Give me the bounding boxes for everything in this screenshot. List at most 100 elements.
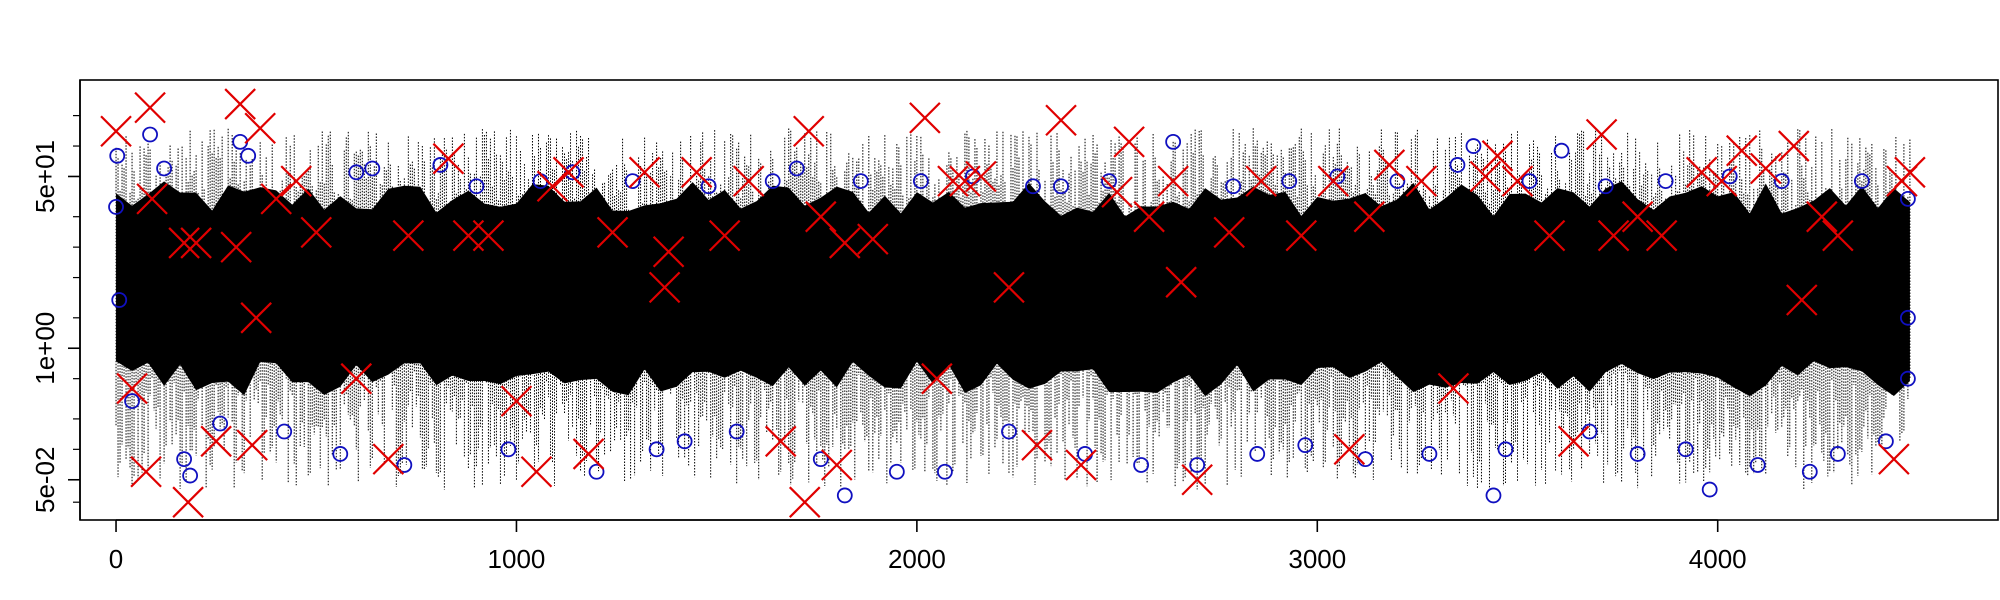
cross-point <box>1557 425 1590 458</box>
cross-point <box>1705 165 1738 197</box>
cross-point <box>1469 160 1502 193</box>
cross-point <box>829 227 861 259</box>
cross-stroke <box>1101 176 1133 208</box>
cross-point <box>1373 149 1406 181</box>
cross-stroke <box>1373 149 1406 181</box>
cross-stroke <box>1894 156 1926 189</box>
circle-point <box>1249 446 1266 462</box>
cross-point <box>1786 284 1818 316</box>
circle-point <box>500 441 517 458</box>
cross-point <box>1481 140 1514 172</box>
cross-point <box>596 216 629 249</box>
circle-point <box>1597 178 1614 195</box>
cross-point <box>180 227 212 259</box>
cross-point <box>1621 200 1654 233</box>
cross-stroke <box>821 449 853 481</box>
cross-stroke <box>1645 219 1678 252</box>
cross-stroke <box>220 231 252 263</box>
cross-stroke <box>792 115 825 148</box>
cross-point <box>1333 433 1366 466</box>
cross-point <box>1157 165 1189 197</box>
series-spikes <box>115 128 1911 490</box>
y-tick-label: 1e+00 <box>30 312 60 385</box>
cross-stroke <box>1705 165 1738 197</box>
cross-point <box>1749 152 1782 185</box>
cross-stroke <box>965 160 997 193</box>
cross-point <box>172 486 204 518</box>
circle-point <box>624 173 641 189</box>
circle-point <box>1101 173 1117 189</box>
cross-point <box>372 443 405 475</box>
x-tick-label: 1000 <box>488 544 546 574</box>
cross-stroke <box>1317 165 1350 197</box>
cross-point <box>200 425 232 458</box>
cross-stroke <box>300 216 333 249</box>
cross-stroke <box>596 216 629 249</box>
cross-stroke <box>536 170 569 203</box>
cross-stroke <box>1213 216 1245 249</box>
cross-stroke <box>1165 266 1197 298</box>
circle-point <box>1721 168 1738 185</box>
cross-point <box>1501 165 1534 197</box>
circle-point <box>1189 457 1206 473</box>
circle-point <box>1829 446 1846 462</box>
cross-stroke <box>1501 165 1534 197</box>
cross-point <box>993 271 1025 304</box>
cross-stroke <box>628 156 661 189</box>
cross-stroke <box>921 362 953 395</box>
cross-point <box>1317 165 1350 197</box>
cross-point <box>708 219 741 252</box>
cross-stroke <box>1181 463 1213 496</box>
cross-stroke <box>260 183 292 215</box>
circle-point <box>1449 157 1466 173</box>
cross-stroke <box>993 271 1025 304</box>
circle-point <box>1701 481 1718 498</box>
circle-point <box>212 415 229 432</box>
cross-point <box>1685 156 1718 189</box>
cross-point <box>1181 463 1213 496</box>
circle-point <box>1497 441 1514 458</box>
circle-point <box>1281 173 1298 189</box>
cross-point <box>628 156 661 189</box>
cross-stroke <box>572 438 605 470</box>
cross-stroke <box>1405 165 1438 197</box>
cross-point <box>857 223 889 255</box>
cross-point <box>1165 266 1197 298</box>
cross-point <box>220 231 252 263</box>
y-tick-label: 5e-02 <box>30 447 60 514</box>
cross-stroke <box>136 183 168 215</box>
cross-stroke <box>708 219 741 252</box>
cross-stroke <box>1437 372 1470 405</box>
cross-stroke <box>648 271 681 304</box>
circle-point <box>1165 133 1182 150</box>
circle-point <box>364 160 381 177</box>
circle-point <box>1773 173 1790 189</box>
cross-point <box>1353 200 1386 233</box>
cross-stroke <box>1597 219 1630 252</box>
cross-stroke <box>200 425 232 458</box>
cross-point <box>260 183 292 215</box>
cross-stroke <box>1822 219 1854 252</box>
cross-point <box>1437 372 1470 405</box>
circle-point <box>1297 437 1314 454</box>
circle-point <box>1465 138 1482 154</box>
circle-point <box>1900 370 1916 387</box>
cross-stroke <box>236 429 268 461</box>
cross-stroke <box>1778 130 1810 162</box>
circle-point <box>1077 446 1093 462</box>
cross-stroke <box>280 165 313 197</box>
circle-point <box>788 160 805 177</box>
circle-point <box>1329 168 1346 185</box>
cross-point <box>1533 219 1566 252</box>
cross-point <box>937 165 969 197</box>
circle-point <box>1225 178 1242 195</box>
cross-point <box>1405 165 1438 197</box>
circle-point <box>111 292 128 308</box>
circle-point <box>332 446 349 462</box>
cross-point <box>965 160 997 193</box>
cross-point <box>240 302 272 334</box>
cross-stroke <box>372 443 405 475</box>
cross-point <box>648 271 681 304</box>
cross-point <box>1133 200 1165 233</box>
cross-stroke <box>1685 156 1718 189</box>
